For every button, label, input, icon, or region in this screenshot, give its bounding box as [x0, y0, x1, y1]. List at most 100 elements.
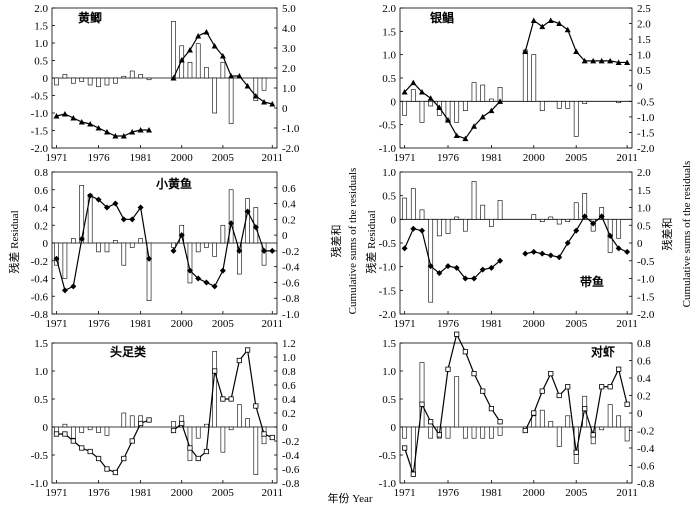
left-tick-label: 1.0 [34, 38, 48, 50]
cumsum-point [95, 125, 102, 131]
residual-bar [237, 242, 242, 275]
cumsum-line [404, 332, 501, 475]
residual-bar [616, 219, 622, 239]
cumsum-point [228, 220, 235, 227]
residual-bar [204, 242, 209, 248]
panel-title: 黄鲫 [78, 10, 102, 25]
right-tick-label: -0.4 [637, 443, 655, 455]
cumsum-point [556, 20, 563, 27]
cumsum-point [211, 283, 218, 290]
x-tick-label: 2011 [261, 318, 283, 330]
x-tick-label: 2011 [616, 487, 638, 499]
panel-title: 银鲳 [430, 10, 454, 25]
right-tick-label: 0 [637, 408, 643, 420]
cumsum-point [78, 119, 85, 125]
residual-bar [522, 49, 528, 102]
residual-bar [548, 216, 554, 220]
cumsum-point [236, 357, 242, 364]
cumsum-point [244, 347, 251, 353]
cumsum-point [269, 101, 276, 107]
right-tick-label: 1.0 [637, 203, 651, 215]
residual-bar [402, 197, 408, 220]
residual-bar [171, 242, 176, 248]
cumsum-point [616, 366, 622, 372]
cumsum-point [548, 371, 554, 377]
right-tick-label: 0.6 [282, 380, 296, 392]
x-tick-label: 1981 [480, 152, 502, 164]
cumsum-line [524, 19, 628, 64]
residual-bar [96, 77, 101, 88]
cumsum-point [531, 410, 537, 416]
residual-bar [121, 412, 127, 428]
cumsum-point [598, 57, 605, 64]
residual-bar [129, 70, 135, 79]
x-tick-label: 1976 [437, 152, 460, 164]
residual-bar [419, 101, 425, 123]
right-tick-label: 0 [282, 230, 288, 242]
right-ylabel-en-top: Cumulative sums of the residuals [347, 168, 359, 315]
residual-bar [104, 77, 110, 86]
left-tick-label: -0.4 [31, 274, 49, 286]
cumsum-point [581, 213, 588, 220]
cumsum-point [203, 29, 210, 35]
cumsum-point [471, 275, 478, 282]
residual-bar [565, 219, 571, 222]
x-tick-label: 1971 [394, 318, 416, 330]
left-tick-label: 1.5 [34, 21, 48, 33]
cumsum-point [104, 466, 110, 472]
residual-bar [624, 426, 630, 442]
residual-bar [402, 426, 408, 439]
residual-bar [531, 214, 537, 220]
cumsum-point [573, 449, 579, 455]
cumsum-point [488, 264, 495, 271]
cumsum-point [252, 93, 259, 99]
left-tick-label: 0 [43, 73, 49, 85]
plot-frame [399, 7, 633, 149]
cumsum-point [146, 255, 153, 262]
cumsum-line [404, 81, 501, 140]
left-tick-label: 0 [43, 238, 49, 250]
right-tick-label: 1.0 [282, 352, 296, 364]
cumsum-point [462, 275, 469, 282]
cumsum-point [120, 133, 127, 139]
cumsum-point [70, 283, 77, 290]
residual-bar [565, 101, 571, 109]
cumsum-point [419, 401, 425, 407]
right-tick-label: -1.0 [637, 112, 655, 124]
right-tick-label: 0.5 [637, 220, 651, 232]
cumsum-point [418, 227, 425, 234]
cumsum-point [624, 401, 630, 407]
cumsum-point [129, 129, 136, 135]
cumsum-point [129, 438, 135, 444]
cumsum-point [445, 117, 452, 123]
residual-bar [497, 200, 503, 220]
cumsum-point [129, 216, 136, 223]
residual-bar [539, 101, 545, 111]
residual-bar [462, 426, 468, 439]
residual-bar [121, 242, 127, 266]
chart-panel: 1.0 0.5 0 -0.5 -1.0 -1.5 -2.0 2.0 1.5 1.0 0.5 0 -0.5… [379, 167, 655, 330]
panel-title: 对虾 [591, 344, 615, 359]
right-tick-label: 0.4 [282, 199, 296, 211]
right-tick-label: -0.8 [282, 478, 300, 490]
cumsum-point [599, 384, 605, 390]
residual-bar [104, 426, 110, 436]
residual-bar [462, 101, 468, 111]
cumsum-point [581, 57, 588, 64]
right-tick-label: -0.6 [637, 461, 655, 473]
cumsum-point [573, 227, 580, 234]
cumsum-point [228, 396, 234, 402]
residual-bar [71, 77, 76, 84]
right-tick-label: -0.4 [282, 450, 300, 462]
residual-bar [419, 209, 425, 220]
cumsum-point [479, 113, 486, 120]
cumsum-point [269, 247, 276, 254]
cumsum-point [236, 73, 243, 79]
right-tick-label: 0.4 [637, 373, 651, 385]
cumsum-point [436, 270, 443, 277]
left-tick-label: -0.5 [379, 450, 397, 462]
cumsum-point [70, 115, 77, 121]
residual-bar [138, 74, 143, 79]
cumsum-point [488, 107, 495, 114]
left-tick-label: -0.5 [31, 450, 49, 462]
